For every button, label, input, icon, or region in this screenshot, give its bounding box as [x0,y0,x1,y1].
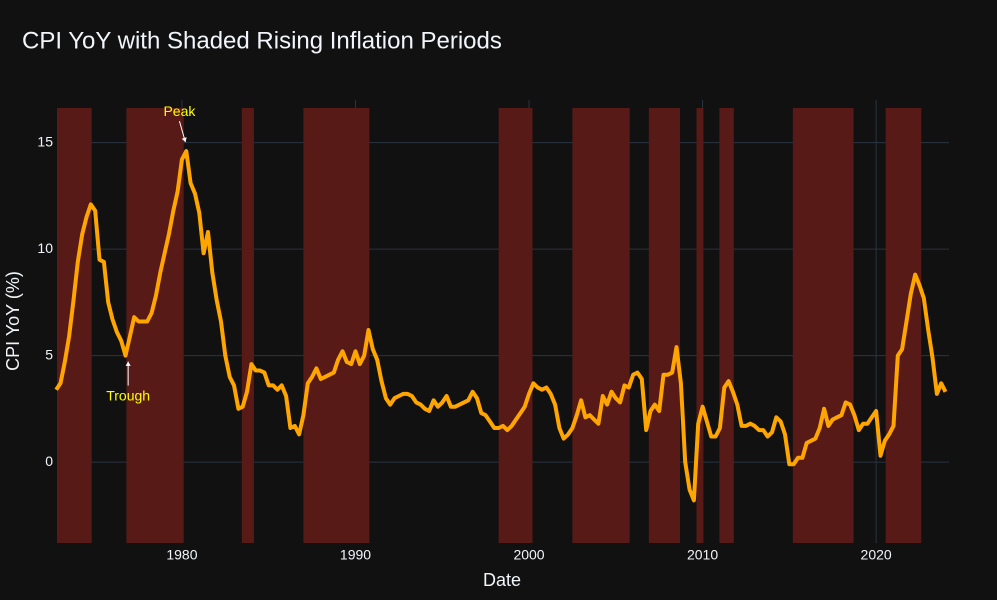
plot-area: Peak Trough [54,103,948,503]
x-tick-label: 2000 [513,547,544,563]
shaded-period [572,108,630,543]
shaded-period [719,108,734,543]
y-tick-label: 0 [45,453,53,469]
annotation-arrowhead [125,361,131,366]
shaded-periods [57,108,922,543]
shaded-period [303,108,370,543]
x-tick-label: 1980 [166,547,197,563]
y-tick-label: 5 [45,346,53,362]
shaded-period [648,108,681,543]
y-tick-label: 15 [37,133,53,149]
shaded-period [885,108,922,543]
y-axis-title: CPI YoY (%) [3,271,23,371]
annotation-arrowhead [181,137,187,143]
chart-title: CPI YoY with Shaded Rising Inflation Per… [22,27,502,54]
shaded-period [57,108,92,543]
cpi-line [54,149,948,503]
shaded-period [241,108,254,543]
x-tick-label: 1990 [340,547,371,563]
y-tick-label: 10 [37,240,53,256]
shaded-period [792,108,854,543]
x-tick-label: 2020 [861,547,892,563]
x-tick-label: 2010 [687,547,718,563]
shaded-period [498,108,533,543]
annotation-text: Trough [106,387,150,403]
annotation-text: Peak [163,103,196,119]
shaded-period [696,108,704,543]
x-axis-title: Date [483,570,521,590]
shaded-period [126,108,184,543]
